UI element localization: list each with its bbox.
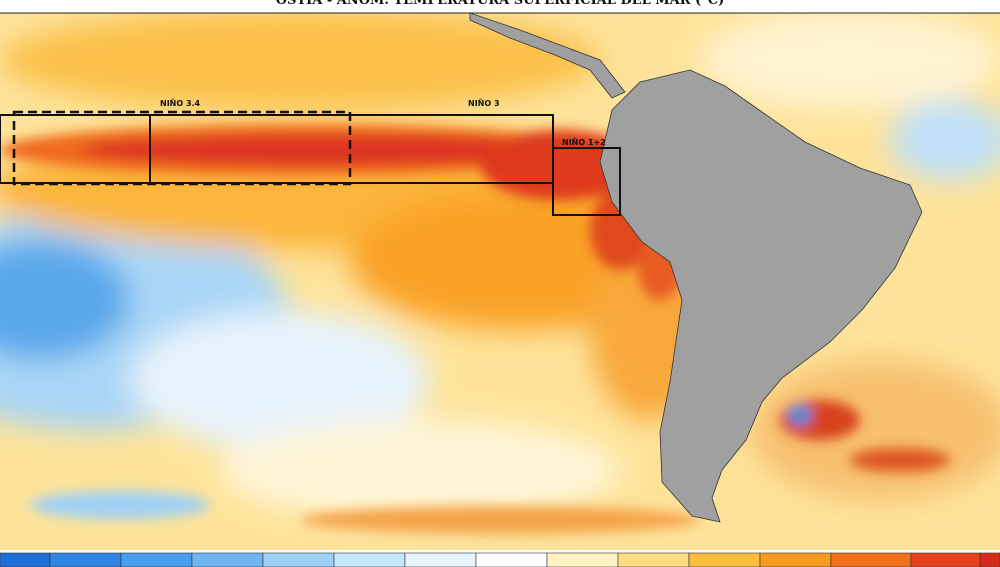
map-title: OSTIA - ANOM. TEMPERATURA SUPERFICIAL DE… [276,0,725,8]
region-label: NIÑO 1+2 [562,137,606,147]
region-label: NIÑO 3 [468,98,500,108]
colorbar [0,552,1000,567]
nino-boxes [0,110,621,216]
sst-field [0,13,1000,550]
region-label: NIÑO 3.4 [160,98,201,108]
